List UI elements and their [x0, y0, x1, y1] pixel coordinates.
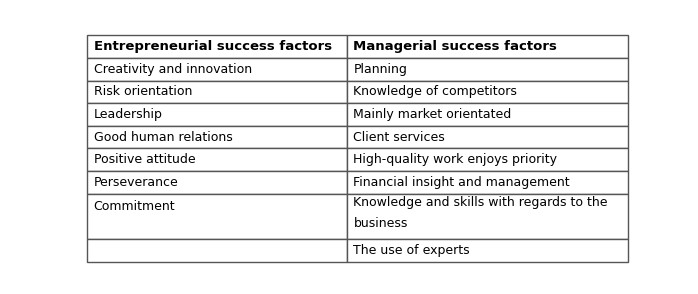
Bar: [87, 103, 347, 126]
Bar: [87, 239, 347, 262]
Text: Managerial success factors: Managerial success factors: [353, 40, 557, 53]
Text: Perseverance: Perseverance: [94, 176, 179, 189]
Bar: [87, 148, 347, 171]
Text: Positive attitude: Positive attitude: [94, 153, 195, 166]
Text: Creativity and innovation: Creativity and innovation: [94, 63, 252, 76]
Bar: [347, 81, 628, 103]
Text: Risk orientation: Risk orientation: [94, 85, 192, 98]
Text: Knowledge and skills with regards to the
business: Knowledge and skills with regards to the…: [353, 196, 608, 230]
Bar: [347, 126, 628, 148]
Bar: [87, 171, 347, 194]
Bar: [347, 58, 628, 81]
Bar: [347, 103, 628, 126]
Text: Leadership: Leadership: [94, 108, 163, 121]
Text: Knowledge of competitors: Knowledge of competitors: [353, 85, 517, 98]
Text: Client services: Client services: [353, 131, 445, 144]
Text: Mainly market orientated: Mainly market orientated: [353, 108, 512, 121]
Text: Good human relations: Good human relations: [94, 131, 232, 144]
Bar: [347, 35, 628, 58]
Bar: [347, 148, 628, 171]
Text: High-quality work enjoys priority: High-quality work enjoys priority: [353, 153, 558, 166]
Bar: [347, 194, 628, 239]
Text: Planning: Planning: [353, 63, 407, 76]
Text: Entrepreneurial success factors: Entrepreneurial success factors: [94, 40, 332, 53]
Bar: [347, 171, 628, 194]
Bar: [87, 81, 347, 103]
Bar: [87, 194, 347, 239]
Bar: [87, 58, 347, 81]
Text: Commitment: Commitment: [94, 200, 175, 213]
Bar: [87, 126, 347, 148]
Text: The use of experts: The use of experts: [353, 244, 470, 257]
Bar: [347, 239, 628, 262]
Text: Financial insight and management: Financial insight and management: [353, 176, 570, 189]
Bar: [87, 35, 347, 58]
